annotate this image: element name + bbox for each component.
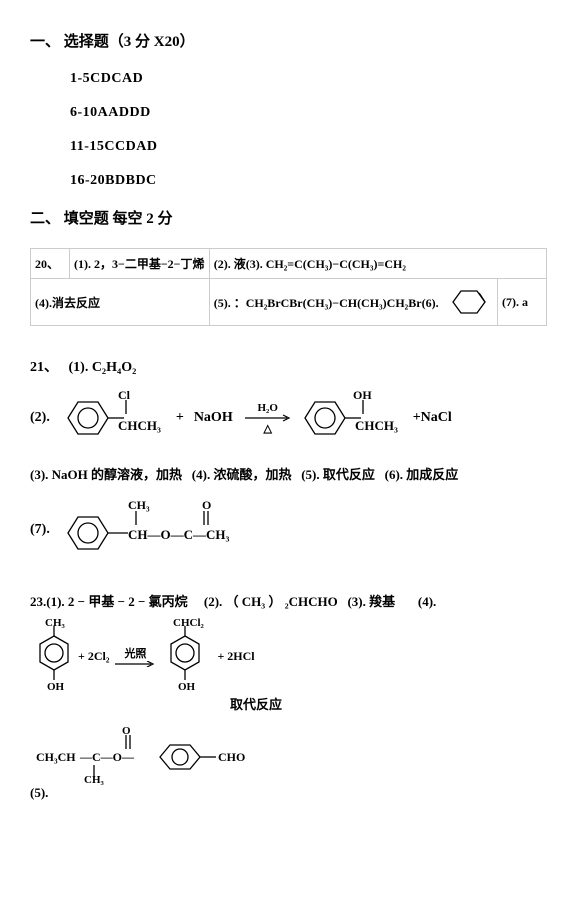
svg-text:—: — bbox=[79, 750, 93, 764]
oh-bottom-label-1: OH bbox=[47, 681, 65, 693]
q20-a1: (1). 2，3−二甲基−2−丁烯 bbox=[70, 249, 210, 279]
q21-a3: (3). NaOH 的醇溶液，加热 bbox=[30, 467, 182, 482]
ch3-bottom-label: CH₃ bbox=[84, 774, 105, 785]
q23-a5-label: (5). bbox=[30, 785, 547, 801]
naoh-label: NaOH bbox=[194, 410, 233, 426]
cl-label: Cl bbox=[118, 388, 131, 402]
h2o-label: H₂O bbox=[243, 402, 293, 414]
ch3-top-label: CH₃ bbox=[128, 498, 150, 512]
light-label: 光照 bbox=[113, 645, 157, 661]
q23-mid: 取代反应 bbox=[230, 694, 547, 713]
mc-answers-4: 16-20BDBDC bbox=[70, 173, 547, 189]
q23-line1: 23.(1). 2 − 甲基 − 2 − 氯丙烷 (2). （ CH₃ ） ₂C… bbox=[30, 591, 547, 610]
arrow-icon bbox=[243, 414, 293, 422]
q21-a4: (4). 浓硫酸，加热 bbox=[192, 467, 292, 482]
section1-title: 一、 选择题（3 分 X20） bbox=[30, 30, 547, 51]
dbl-o-label: O bbox=[202, 498, 211, 512]
q21-a1: (1). C₂H₄O₂ bbox=[69, 360, 137, 375]
nacl-label: +NaCl bbox=[413, 410, 452, 426]
mc-answers-3: 11-15CCDAD bbox=[70, 139, 547, 155]
plus-icon: + bbox=[176, 410, 184, 426]
mc-answers-2: 6-10AADDD bbox=[70, 105, 547, 121]
chch3-label-1: CHCH₃ bbox=[118, 418, 161, 433]
p-cresol-icon: CH₃ OH bbox=[30, 618, 78, 694]
ester-structure-icon: CH₃ CH—O—C—CH₃ O bbox=[56, 495, 276, 565]
phenyl-chchcl-icon: Cl CHCH₃ bbox=[56, 388, 176, 448]
q20-a5-text: (5). ：CH₂BrCBr(CH₃)−CH(CH₃)CH₂Br(6). bbox=[214, 294, 439, 311]
q20-table: 20、 (1). 2，3−二甲基−2−丁烯 (2). 液(3). CH₂=C(C… bbox=[30, 248, 547, 326]
q23-a4: (4). bbox=[418, 594, 436, 609]
section2-title: 二、 填空题 每空 2 分 bbox=[30, 207, 547, 228]
q21-line1: 21、 (1). C₂H₄O₂ bbox=[30, 356, 547, 376]
p-chcl2-phenol-icon: CHCl₂ OH bbox=[161, 618, 217, 694]
plus-2cl2-label: + 2Cl₂ bbox=[78, 649, 109, 664]
q21-a7-label: (7). bbox=[30, 522, 50, 538]
triangle-label: △ bbox=[243, 422, 293, 435]
q23-a1: 23.(1). 2 − 甲基 − 2 − 氯丙烷 bbox=[30, 594, 188, 609]
cho-label: CHO bbox=[218, 750, 245, 764]
q21-a5: (5). 取代反应 bbox=[301, 467, 375, 482]
final-structure-icon: CH₃CH — O C—O— CHO CH₃ bbox=[30, 723, 270, 785]
q23-a5-row: CH₃CH — O C—O— CHO CH₃ bbox=[30, 723, 547, 785]
q20-num: 20、 bbox=[31, 249, 70, 279]
q20-a4: (4).消去反应 bbox=[31, 279, 210, 326]
chcl2-label: CHCl₂ bbox=[173, 618, 205, 629]
q21-a7-row: (7). CH₃ CH—O—C—CH₃ O bbox=[30, 495, 547, 565]
q23-a3: (3). 羧基 bbox=[347, 594, 395, 609]
arrow2-icon bbox=[113, 661, 157, 667]
q23-reaction-row: CH₃ OH + 2Cl₂ 光照 CHCl₂ OH + 2HCl bbox=[30, 618, 547, 694]
oh-bottom-label-2: OH bbox=[178, 681, 196, 693]
chch3-label-2: CHCH₃ bbox=[355, 418, 398, 433]
cyclohexene-icon bbox=[449, 285, 493, 319]
ester-left-label: CH₃CH bbox=[36, 750, 76, 764]
ch3-label: CH₃ bbox=[45, 618, 66, 629]
phenyl-chchoh-icon: OH CHCH₃ bbox=[293, 388, 413, 448]
q21-a3to6: (3). NaOH 的醇溶液，加热 (4). 浓硫酸，加热 (5). 取代反应 … bbox=[30, 464, 547, 483]
q21-num: 21、 bbox=[30, 360, 58, 375]
q20-a2a3: (2). 液(3). CH₂=C(CH₃)−C(CH₃)=CH₂ bbox=[209, 249, 546, 279]
q21-a2-label: (2). bbox=[30, 410, 50, 426]
q20-a7: (7). a bbox=[498, 279, 547, 326]
oh-label: OH bbox=[353, 388, 372, 402]
q21-a6: (6). 加成反应 bbox=[385, 467, 459, 482]
svg-text:C—O—: C—O— bbox=[92, 750, 135, 764]
q21-a2-row: (2). Cl CHCH₃ + NaOH H₂O △ OH CHCH₃ +NaC… bbox=[30, 388, 547, 448]
mc-answers-1: 1-5CDCAD bbox=[70, 71, 547, 87]
chain-label: CH—O—C—CH₃ bbox=[128, 527, 230, 542]
q23-a2: (2). （ CH₃ ） ₂CHCHO bbox=[204, 594, 338, 609]
dbl-o-label-2: O bbox=[122, 725, 131, 737]
q20-a5a6: (5). ：CH₂BrCBr(CH₃)−CH(CH₃)CH₂Br(6). bbox=[209, 279, 497, 326]
plus-2hcl-label: + 2HCl bbox=[217, 649, 254, 664]
